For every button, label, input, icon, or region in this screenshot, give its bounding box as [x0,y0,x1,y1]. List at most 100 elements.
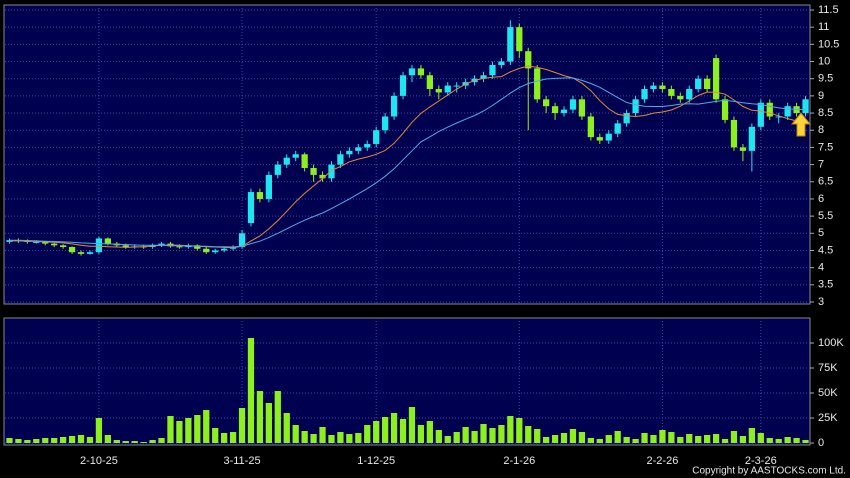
y-tick-label: 7.5 [818,141,833,153]
candle-body [176,246,183,248]
volume-bar [668,432,675,443]
candle-body [721,99,729,120]
y-tick-label: 25K [818,412,838,424]
candle-body [382,116,389,131]
volume-bar [560,433,568,443]
candle-body [695,78,702,90]
copyright: Copyright by AASTOCKS.com Ltd. [692,466,846,477]
candle-body [6,240,13,242]
volume-bar [122,441,129,443]
volume-bar [489,428,496,443]
volume-bar [373,421,380,443]
y-tick-label: 9 [818,90,824,102]
y-tick-label: 10.5 [818,38,839,50]
candle-body [301,154,308,169]
candle-body [560,109,568,114]
volume-bar [95,418,103,443]
volume-bar [310,434,317,443]
volume-bar [247,338,255,443]
x-tick-label: 1-12-25 [357,455,395,467]
candle-body [86,252,94,254]
volume-bar [113,440,120,443]
volume-bar [784,437,791,443]
candle-body [480,75,487,79]
candle-body [104,238,111,244]
volume-bar [596,439,603,443]
candle-body [60,245,67,248]
volume-bar [238,408,246,443]
volume-bar [757,433,764,443]
volume-bar [525,426,532,443]
y-tick-label: 11 [818,21,829,33]
candle-body [203,248,210,253]
candle-body [292,154,299,158]
candle-body [632,99,639,114]
volume-bar [15,439,22,443]
candle-body [730,119,738,148]
y-tick-label: 6 [818,193,824,205]
y-tick-label: 4 [818,262,824,274]
candle-body [659,85,666,90]
candle-body [221,248,228,251]
y-tick-label: 8 [818,124,824,136]
candle-body [328,164,335,179]
y-tick-label: 10 [818,55,830,67]
candle-body [373,130,380,144]
candle-body [516,27,523,52]
candle-body [238,233,246,248]
candle-body [766,102,773,117]
volume-bar [319,427,326,443]
volume-bar [229,432,237,443]
volume-bar [364,425,371,443]
y-tick-label: 3.5 [818,279,833,291]
volume-bar [704,435,711,443]
volume-bar [355,433,362,443]
candle-body [435,89,442,93]
y-tick-label: 50K [818,387,838,399]
y-tick-label: 7 [818,158,824,170]
candle-body [650,85,657,90]
candle-body [525,51,532,69]
volume-bar [453,432,460,443]
candle-body [444,85,451,93]
candle-body [775,116,782,118]
volume-bar [131,441,138,443]
candle-body [614,123,621,134]
candle-body [247,192,255,223]
candle-body [712,58,720,100]
volume-bar [426,421,433,443]
candle-body [605,133,612,141]
volume-bar [650,435,657,443]
y-tick-label: 0 [818,437,824,449]
candle-body [507,27,514,62]
volume-bar [686,434,693,443]
volume-bar [346,434,353,443]
volume-bar [337,432,344,443]
volume-bar [221,433,228,443]
moving-average [9,77,806,248]
volume-bar [578,432,586,443]
candle-body [757,102,764,127]
candle-body [641,89,648,100]
volume-bar [695,436,702,443]
candle-body [310,168,317,175]
candle-body [453,85,460,87]
x-tick-label: 2-2-26 [647,455,679,467]
candle-body [265,174,272,199]
volume-bar [614,431,621,443]
volume-bar [256,391,264,443]
volume-bar [551,435,559,443]
candle-body [587,116,594,138]
volume-bar [42,438,49,443]
volume-bar [569,429,577,443]
volume-bar [176,421,183,443]
volume-bar [543,437,550,443]
y-tick-label: 3 [818,296,824,308]
candle-body [739,147,747,151]
volume-bar [77,435,85,443]
candle-body [748,126,755,151]
volume-bar [462,427,469,443]
candle-body [42,241,49,244]
volume-bar [274,391,281,443]
volume-bar [444,436,451,443]
